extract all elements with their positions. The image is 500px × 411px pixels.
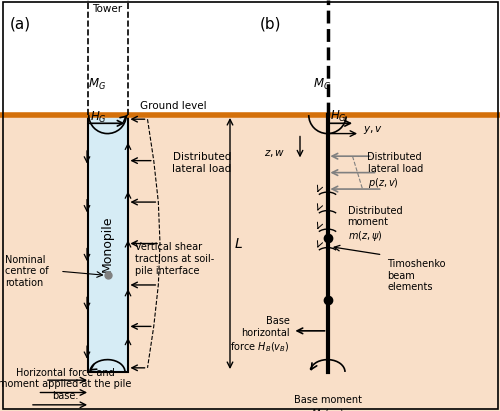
Text: Distributed
lateral load
$p(z,v)$: Distributed lateral load $p(z,v)$ bbox=[368, 152, 423, 189]
Text: (b): (b) bbox=[260, 16, 281, 31]
Text: $M_G$: $M_G$ bbox=[88, 77, 106, 92]
Text: Nominal
centre of
rotation: Nominal centre of rotation bbox=[5, 255, 49, 288]
Text: (a): (a) bbox=[10, 16, 31, 31]
FancyBboxPatch shape bbox=[0, 115, 250, 411]
Text: L: L bbox=[235, 236, 243, 251]
Text: Ground level: Ground level bbox=[140, 101, 206, 111]
Text: $y,v$: $y,v$ bbox=[362, 125, 382, 136]
Text: $z,w$: $z,w$ bbox=[264, 148, 285, 159]
Text: Vertical shear
tractions at soil-
pile interface: Vertical shear tractions at soil- pile i… bbox=[135, 242, 214, 275]
Text: Distributed
moment
$m(z,\psi)$: Distributed moment $m(z,\psi)$ bbox=[348, 206, 402, 243]
Text: Base moment
$M_B(\psi_B)$: Base moment $M_B(\psi_B)$ bbox=[294, 395, 362, 411]
Text: Timoshenko
beam
elements: Timoshenko beam elements bbox=[388, 259, 446, 292]
Text: $M_G$: $M_G$ bbox=[314, 77, 332, 92]
Text: Base
horizontal
force $H_B(v_B)$: Base horizontal force $H_B(v_B)$ bbox=[230, 316, 290, 353]
Text: $H_G$: $H_G$ bbox=[90, 109, 107, 125]
Text: Monopile: Monopile bbox=[101, 215, 114, 272]
FancyBboxPatch shape bbox=[88, 115, 128, 372]
Text: Distributed
lateral load: Distributed lateral load bbox=[172, 152, 232, 174]
FancyBboxPatch shape bbox=[0, 0, 250, 115]
Text: Tower: Tower bbox=[92, 4, 122, 14]
Text: Horizontal force and
moment applied at the pile
base.: Horizontal force and moment applied at t… bbox=[0, 367, 132, 401]
FancyBboxPatch shape bbox=[250, 0, 500, 115]
FancyBboxPatch shape bbox=[250, 115, 500, 411]
Text: $H_G$: $H_G$ bbox=[330, 109, 347, 124]
